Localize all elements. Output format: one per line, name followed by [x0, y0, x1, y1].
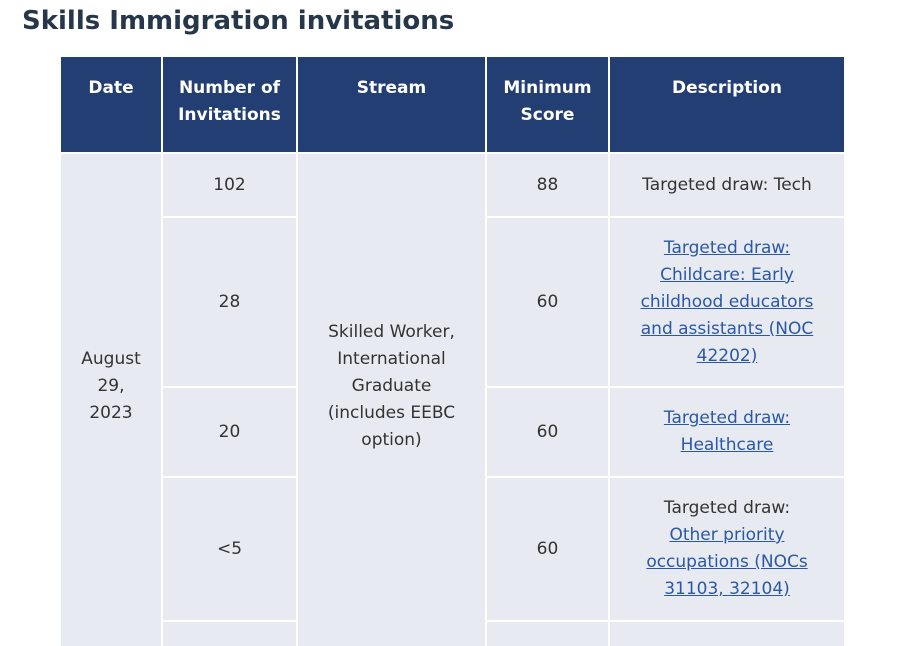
empty-cell	[161, 620, 298, 646]
header-number-of-invitations: Number of Invitations	[161, 55, 298, 154]
description-cell: Targeted draw: Tech	[608, 152, 846, 218]
description-cell: Targeted draw: Other priority occupation…	[608, 476, 846, 622]
empty-cell	[485, 620, 610, 646]
description-cell: Targeted draw: Childcare: Early childhoo…	[608, 216, 846, 388]
stream-cell: Skilled Worker, International Graduate (…	[296, 152, 487, 646]
description-text: Targeted draw:	[663, 498, 791, 518]
score-cell: 60	[485, 386, 610, 478]
invitations-cell: 28	[161, 216, 298, 388]
description-cell: Targeted draw: Healthcare	[608, 386, 846, 478]
header-date: Date	[59, 55, 163, 154]
table-row: 20 60 Targeted draw: Healthcare	[60, 386, 846, 478]
table-row: <5 60 Targeted draw: Other priority occu…	[60, 476, 846, 622]
description-link-other-priority[interactable]: Other priority occupations (NOCs 31103, …	[646, 525, 808, 599]
header-stream: Stream	[296, 55, 487, 154]
empty-cell	[608, 620, 846, 646]
description-text: Targeted draw: Tech	[642, 174, 812, 195]
date-cell: August 29, 2023	[59, 152, 163, 646]
table-row: August 29, 2023 102 Skilled Worker, Inte…	[59, 152, 846, 646]
table-header-row: Date Number of Invitations Stream Minimu…	[59, 55, 846, 154]
table-row: 28 60 Targeted draw: Childcare: Early ch…	[60, 216, 846, 388]
score-cell: 88	[485, 152, 610, 218]
table-row	[60, 620, 846, 646]
header-minimum-score: Minimum Score	[485, 55, 610, 154]
invitations-table: Date Number of Invitations Stream Minimu…	[59, 55, 846, 646]
header-description: Description	[608, 55, 846, 154]
description-link-healthcare[interactable]: Targeted draw: Healthcare	[663, 408, 791, 455]
score-cell: 60	[485, 216, 610, 388]
invitations-cell: 20	[161, 386, 298, 478]
page-title: Skills Immigration invitations	[22, 6, 455, 36]
score-cell: 60	[485, 476, 610, 622]
description-link-childcare[interactable]: Targeted draw: Childcare: Early childhoo…	[640, 237, 814, 366]
invitations-cell: <5	[161, 476, 298, 622]
invitations-cell: 102	[161, 152, 298, 218]
